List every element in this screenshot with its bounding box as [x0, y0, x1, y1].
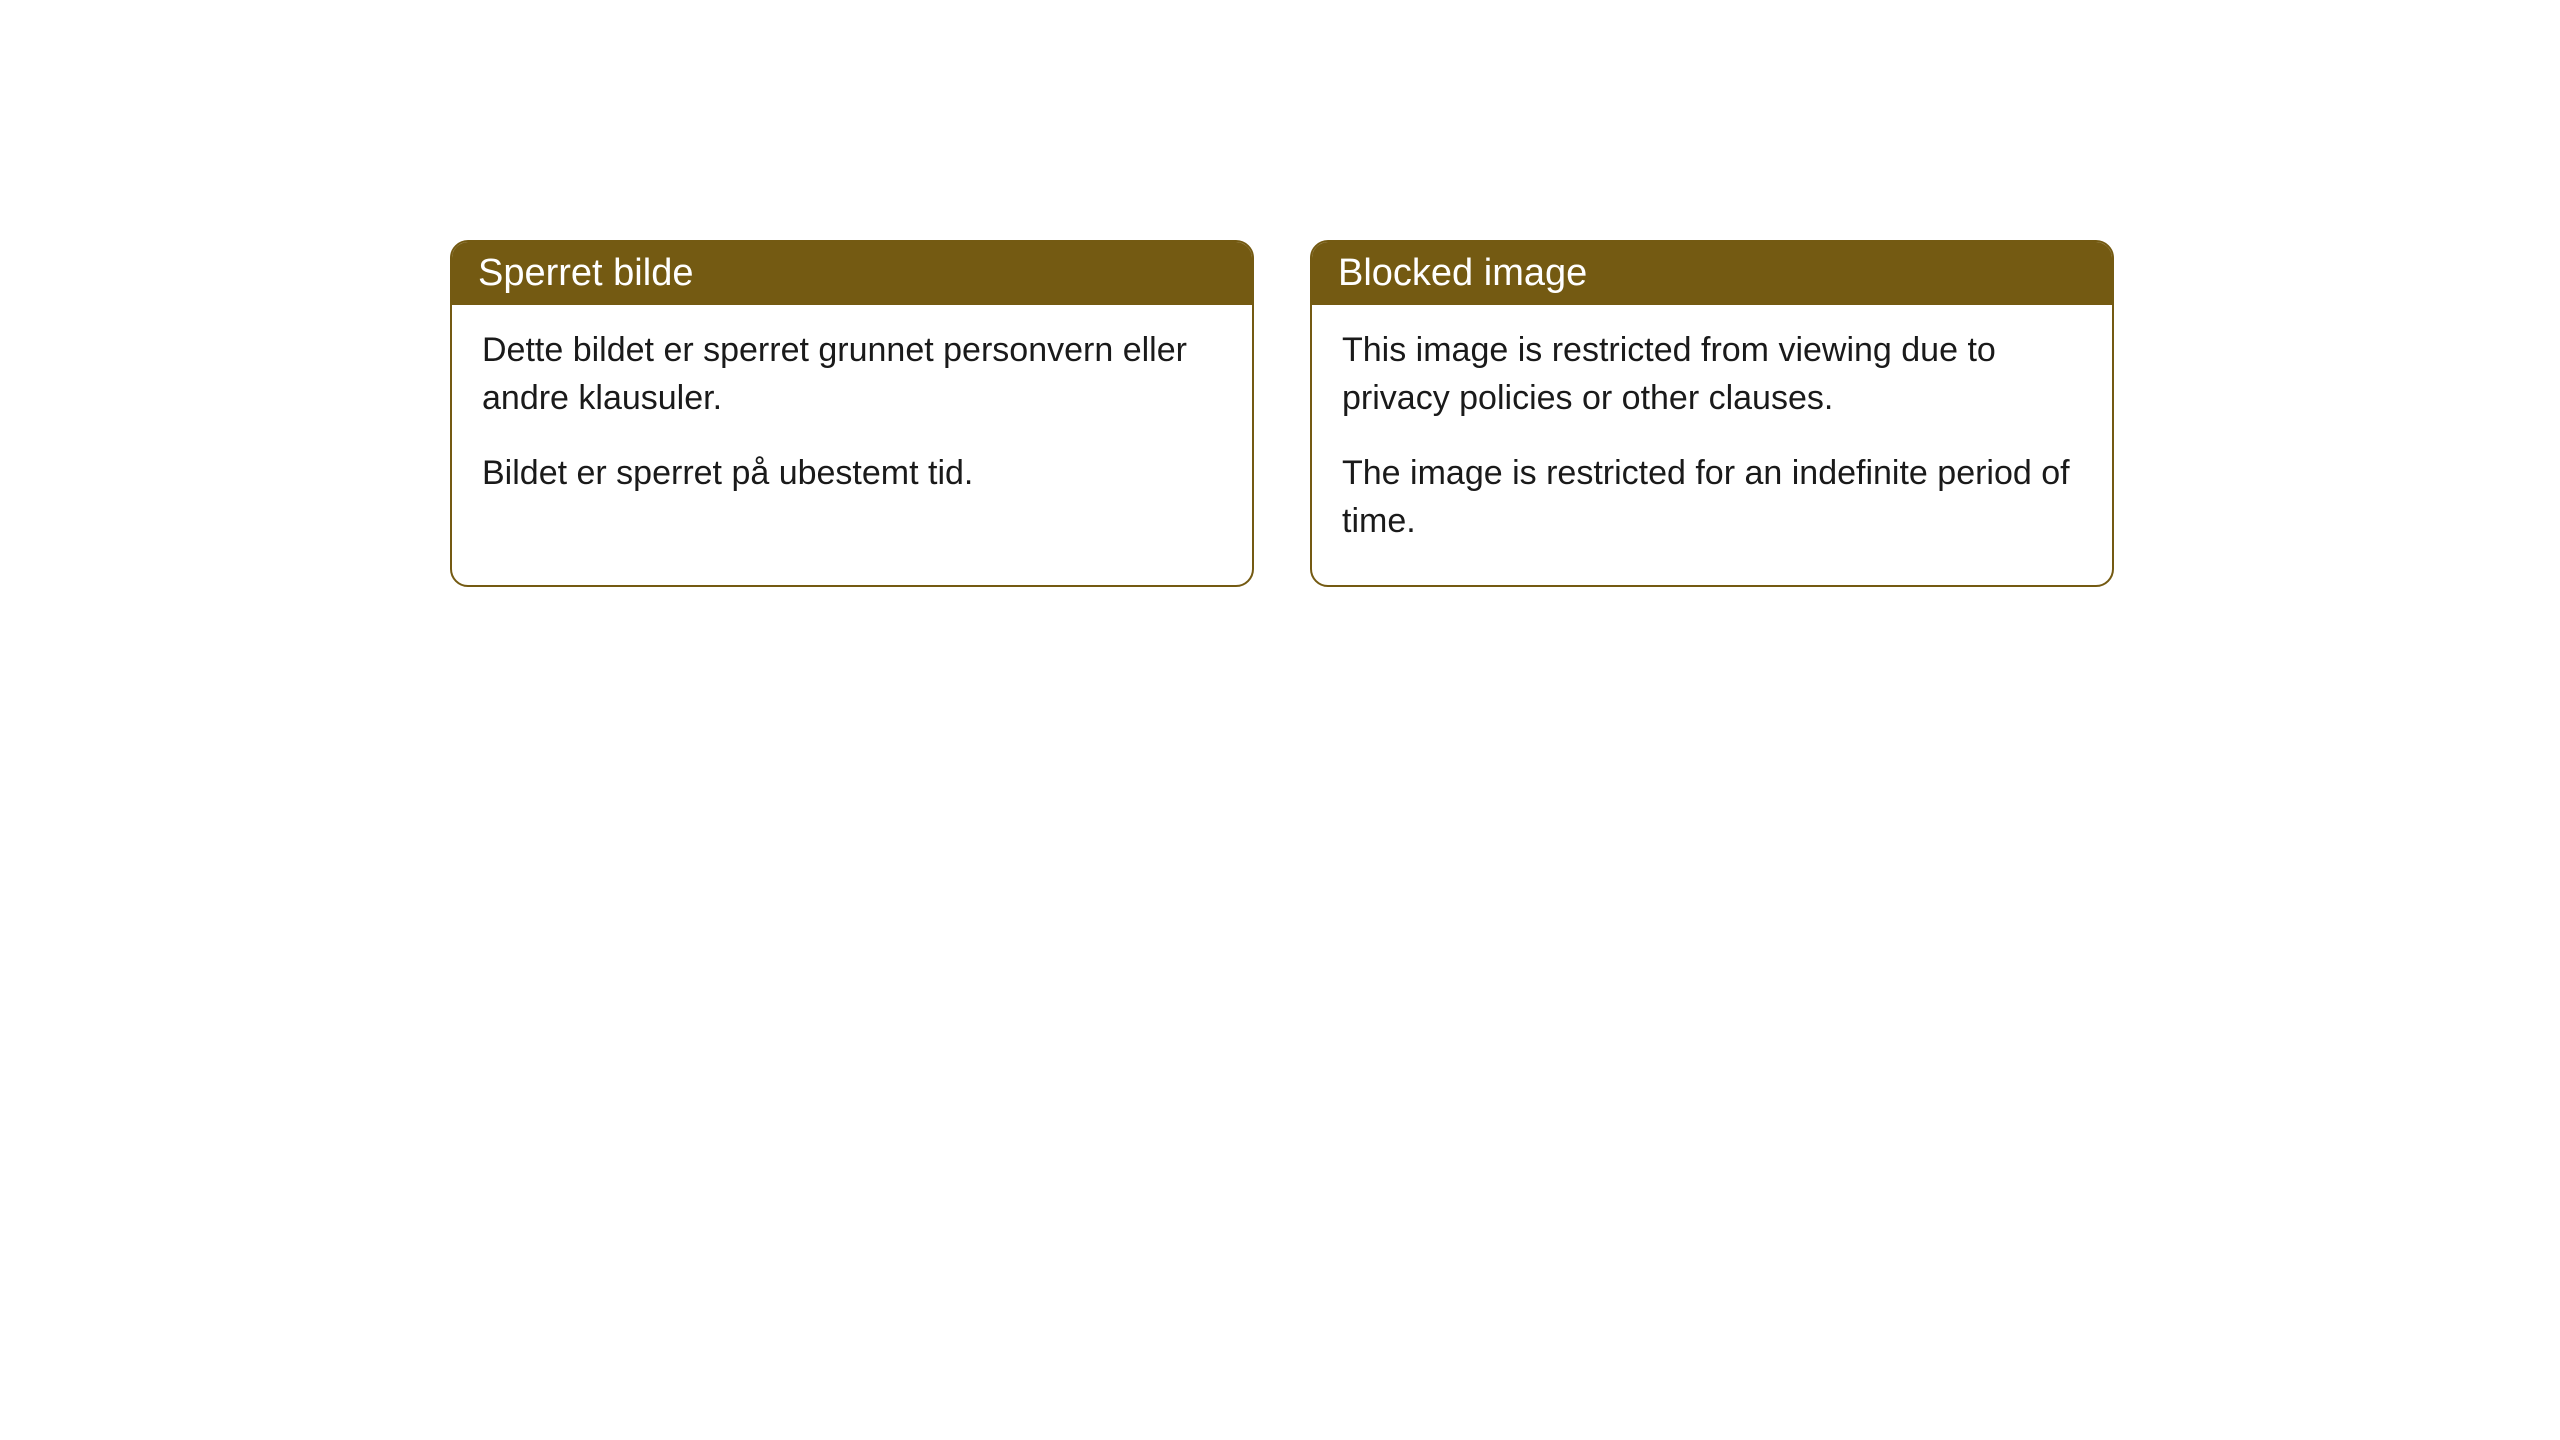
- card-header: Blocked image: [1312, 242, 2112, 305]
- card-paragraph-1: Dette bildet er sperret grunnet personve…: [482, 327, 1222, 422]
- notice-container: Sperret bilde Dette bildet er sperret gr…: [0, 0, 2560, 587]
- card-paragraph-2: Bildet er sperret på ubestemt tid.: [482, 450, 1222, 498]
- card-body: This image is restricted from viewing du…: [1312, 305, 2112, 585]
- card-title: Sperret bilde: [478, 252, 693, 294]
- card-paragraph-1: This image is restricted from viewing du…: [1342, 327, 2082, 422]
- card-title: Blocked image: [1338, 252, 1587, 294]
- card-paragraph-2: The image is restricted for an indefinit…: [1342, 450, 2082, 545]
- blocked-image-card-norwegian: Sperret bilde Dette bildet er sperret gr…: [450, 240, 1254, 587]
- card-header: Sperret bilde: [452, 242, 1252, 305]
- card-body: Dette bildet er sperret grunnet personve…: [452, 305, 1252, 538]
- blocked-image-card-english: Blocked image This image is restricted f…: [1310, 240, 2114, 587]
